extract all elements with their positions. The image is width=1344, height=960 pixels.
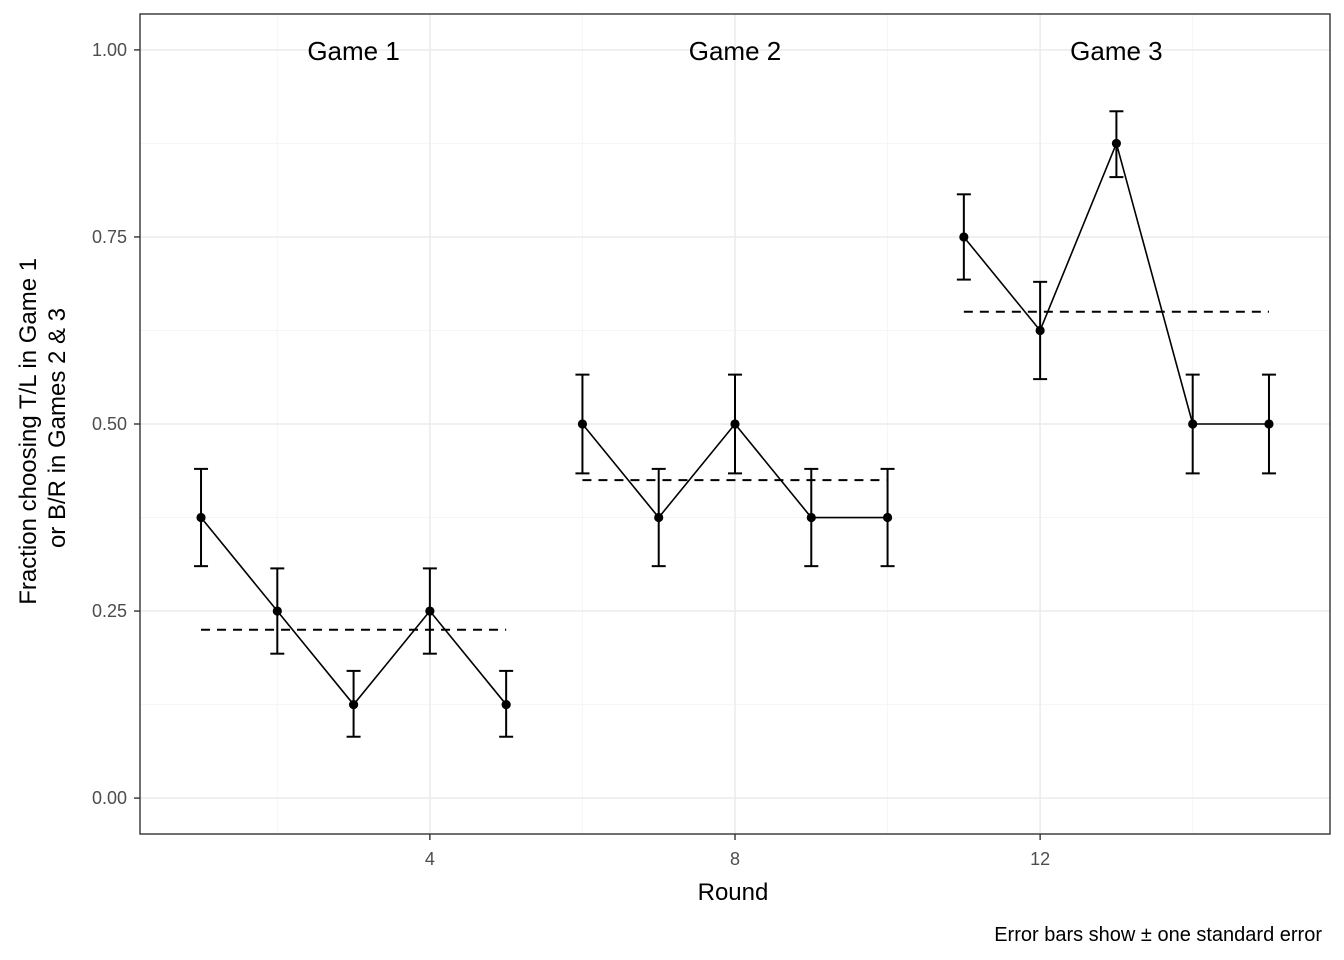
x-axis-title: Round: [698, 879, 769, 906]
y-tick-label: 0.50: [92, 414, 127, 434]
data-point: [806, 512, 816, 523]
game-label: Game 1: [307, 36, 400, 66]
data-points: [196, 138, 1274, 710]
game-label: Game 3: [1070, 36, 1163, 66]
x-tick-label: 12: [1030, 849, 1050, 869]
data-point: [348, 699, 359, 710]
data-point: [577, 419, 588, 429]
y-tick-label: 0.75: [92, 227, 127, 247]
data-point: [272, 606, 282, 616]
game-mean-lines: [201, 310, 1269, 631]
data-point: [882, 512, 893, 523]
x-tick-label: 8: [730, 849, 740, 869]
data-point: [1111, 138, 1122, 149]
data-point: [654, 512, 664, 523]
game-label: Game 2: [689, 36, 782, 66]
data-point: [959, 232, 969, 242]
game-labels: Game 1 Game 2 Game 3: [307, 36, 1162, 66]
data-point: [501, 699, 511, 710]
y-axis-title-line-1: Fraction choosing T/L in Game 1: [15, 258, 42, 605]
y-axis-title: Fraction choosing T/L in Game 1 or B/R i…: [15, 251, 71, 605]
y-tick-label: 1.00: [92, 40, 127, 60]
y-axis-title-line-2: or B/R in Games 2 & 3: [44, 308, 71, 548]
data-point: [730, 419, 740, 429]
caption: Error bars show ± one standard error: [994, 924, 1322, 946]
data-point: [1035, 325, 1045, 336]
y-tick-label: 0.00: [92, 788, 127, 808]
data-point: [196, 512, 206, 523]
data-point: [1264, 419, 1274, 429]
data-point: [425, 606, 435, 616]
data-point: [1188, 419, 1198, 429]
axes: 4 8 12 0.00 0.25 0.50 0.75 1.00: [92, 40, 1050, 869]
y-tick-label: 0.25: [92, 601, 127, 621]
x-tick-label: 4: [425, 849, 435, 869]
